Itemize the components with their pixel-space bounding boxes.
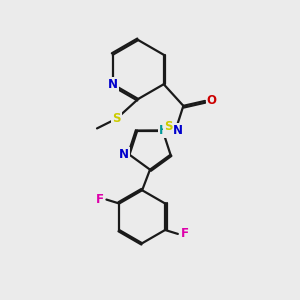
Text: S: S	[164, 120, 173, 133]
Text: F: F	[181, 227, 189, 240]
Text: S: S	[112, 112, 121, 125]
Text: N: N	[108, 78, 118, 91]
Text: N: N	[172, 124, 182, 137]
Text: O: O	[207, 94, 217, 107]
Text: F: F	[96, 193, 104, 206]
Text: H: H	[159, 124, 169, 137]
Text: N: N	[118, 148, 129, 161]
